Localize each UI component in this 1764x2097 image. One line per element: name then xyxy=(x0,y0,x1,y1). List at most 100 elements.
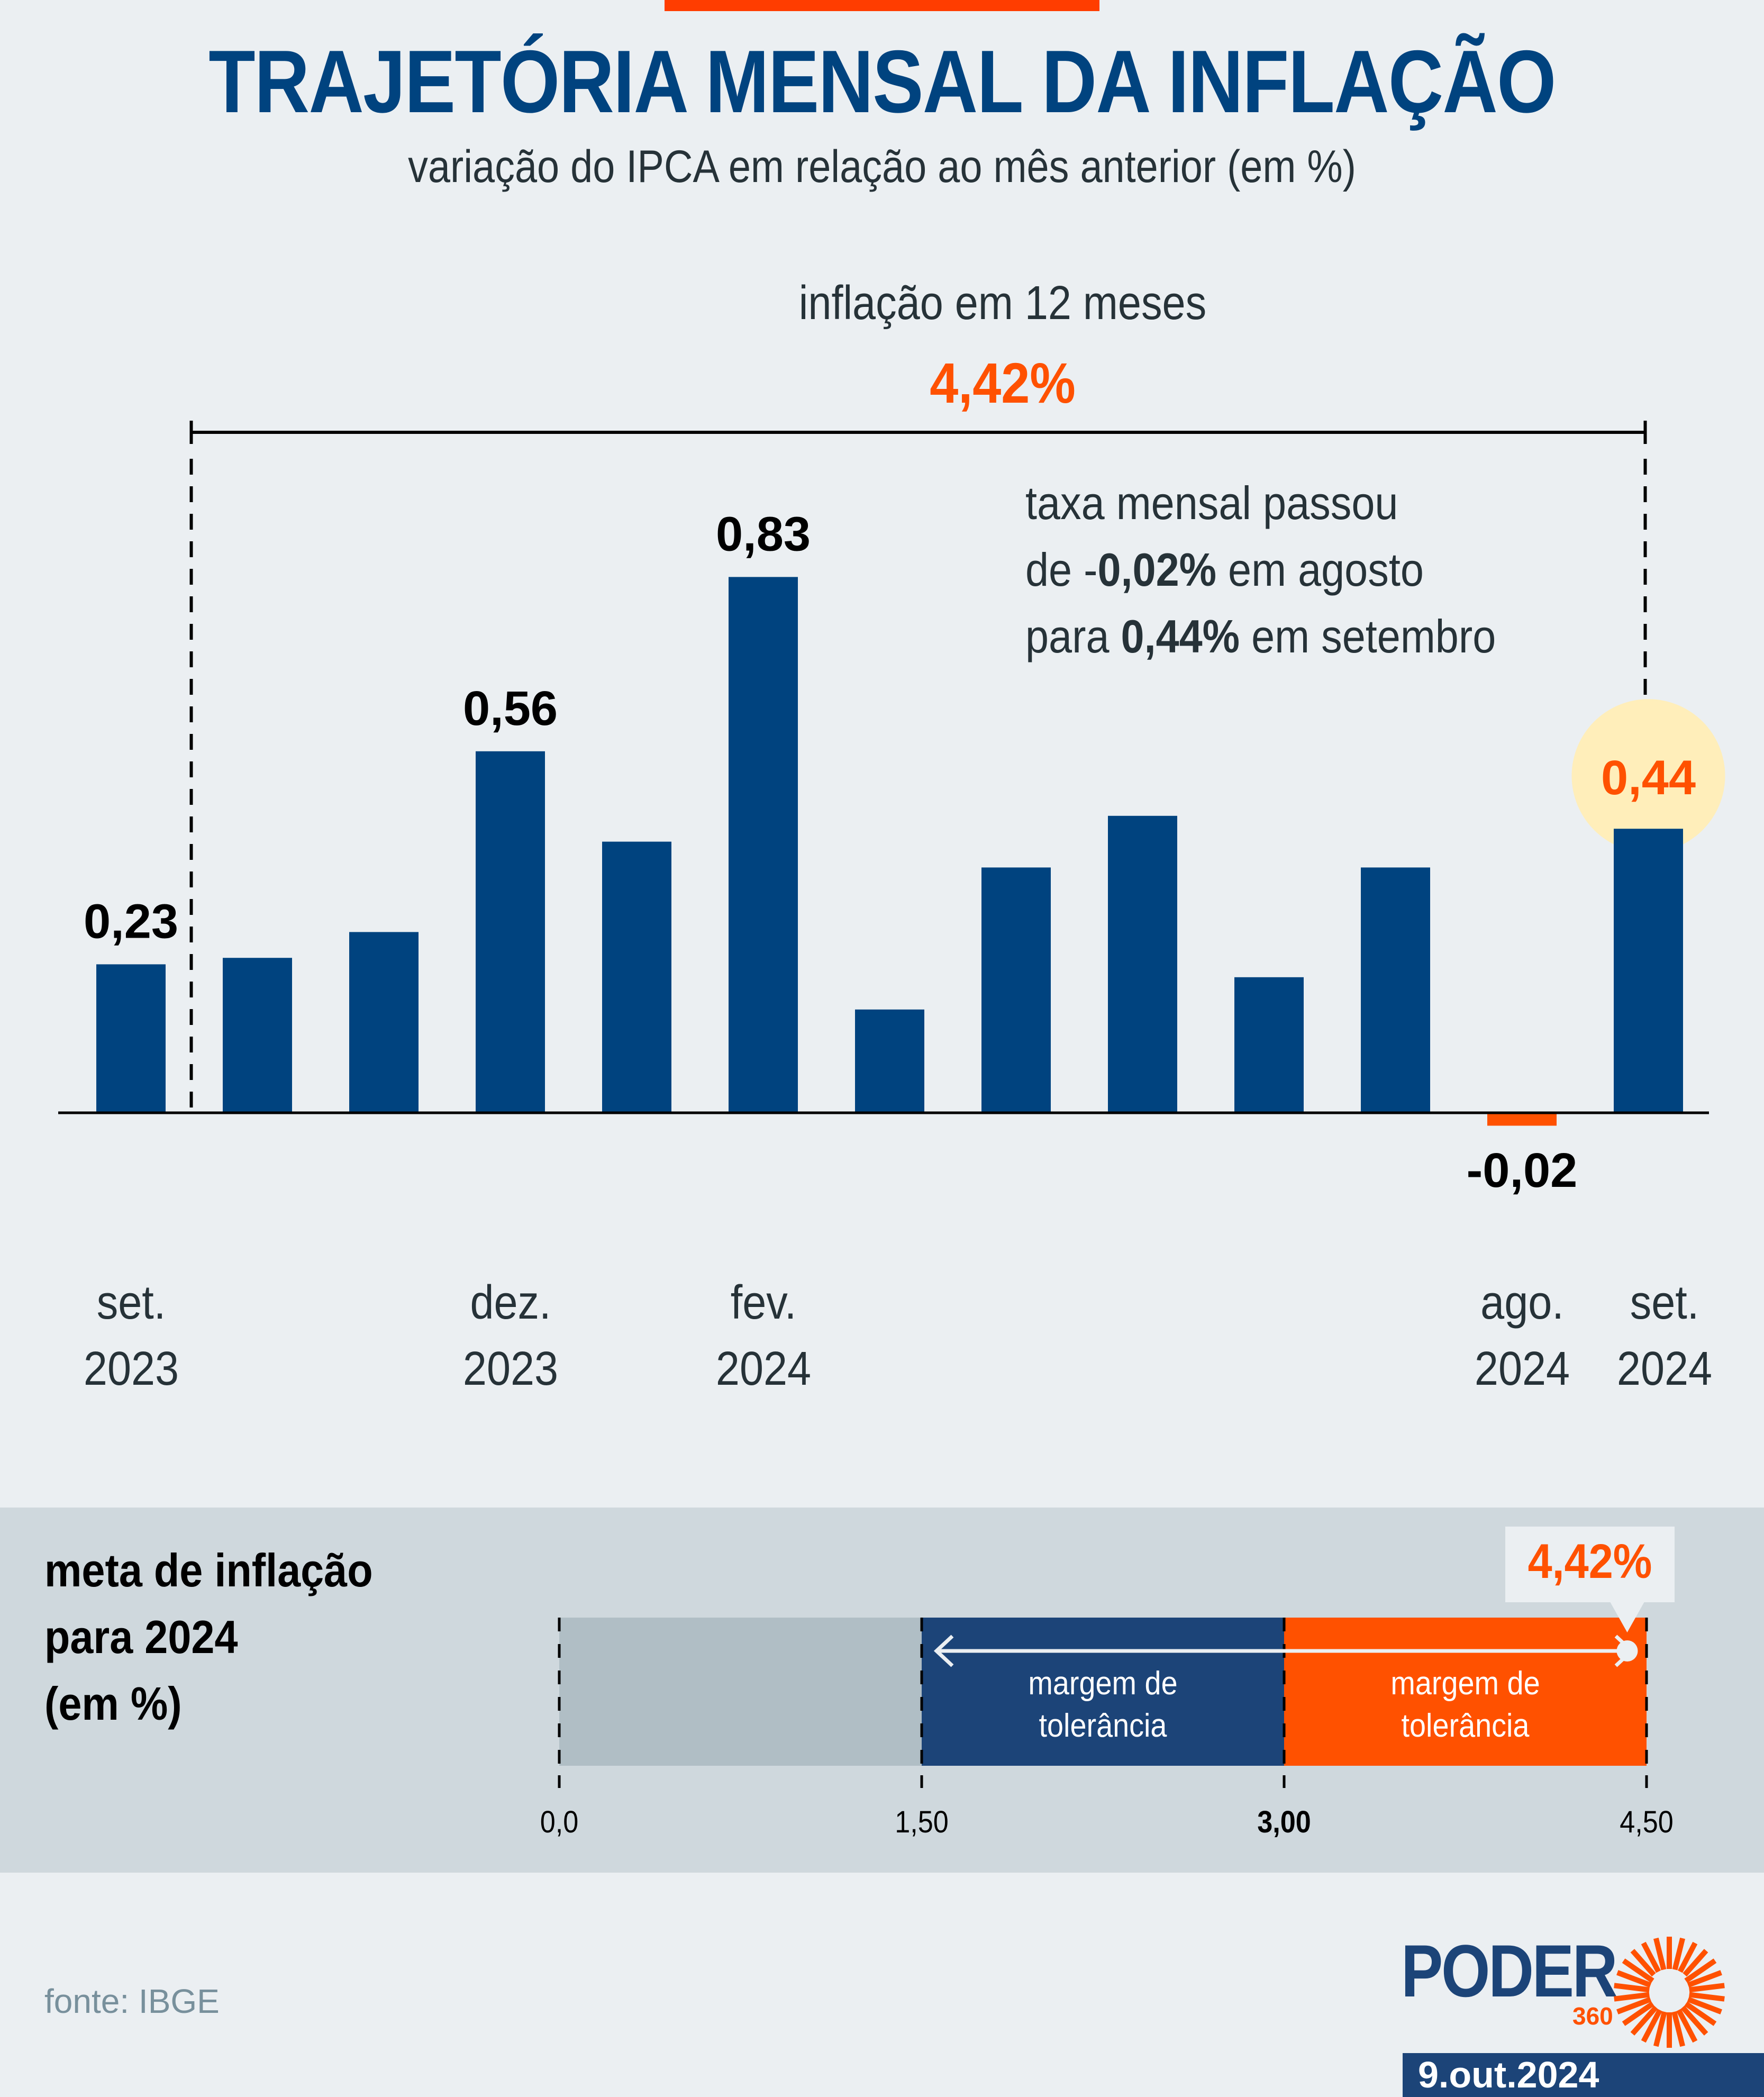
logo-ray xyxy=(1687,1970,1722,1988)
note-text: para xyxy=(1025,610,1121,662)
logo-ray xyxy=(1672,1937,1685,1971)
bar-1 xyxy=(223,958,292,1113)
logo-360: 360 xyxy=(1572,2002,1613,2030)
target-title-line: para 2024 xyxy=(44,1611,238,1663)
segment-label-line: margem de xyxy=(1390,1665,1540,1702)
target-title-line: (em %) xyxy=(44,1677,182,1730)
target-tick-label: 4,50 xyxy=(1620,1805,1674,1839)
data-label-0: 0,23 xyxy=(84,894,178,948)
current-value-label: 4,42% xyxy=(1527,1535,1652,1588)
note-line-2: de -0,02% em agosto xyxy=(1025,537,1496,603)
bar-chart: 0,23 0,56 0,83 -0,02 0,44 xyxy=(58,421,1725,1197)
highlight-circle xyxy=(1571,699,1725,853)
segment-label-line: tolerância xyxy=(1401,1708,1530,1744)
logo-ray xyxy=(1653,1937,1667,1971)
bar-7 xyxy=(981,867,1051,1113)
callout-pointer xyxy=(1610,1602,1644,1632)
date-label: 9.out.2024 xyxy=(1418,2054,1599,2095)
chart-subtitle: variação do IPCA em relação ao mês anter… xyxy=(408,141,1356,192)
bar-2 xyxy=(349,932,419,1113)
source-label: fonte: IBGE xyxy=(44,1982,220,2020)
data-label-12: 0,44 xyxy=(1601,751,1696,805)
note-value-september: 0,44% xyxy=(1121,610,1240,662)
current-value-callout xyxy=(1505,1527,1675,1602)
x-tick-label: ago. 2024 xyxy=(1451,1270,1594,1402)
arrow-left-head-icon xyxy=(933,1635,954,1667)
bar-5 xyxy=(729,577,798,1113)
x-tick-label: fev. 2024 xyxy=(692,1270,835,1402)
logo-ray xyxy=(1641,1941,1661,1973)
logo-ray xyxy=(1622,2001,1654,2026)
x-tick-month: set. xyxy=(1630,1276,1699,1329)
chart-note: taxa mensal passou de -0,02% em agosto p… xyxy=(1025,470,1496,670)
logo-ray xyxy=(1641,2009,1662,2043)
logo-ray xyxy=(1616,1996,1652,2014)
logo-ray xyxy=(1684,1958,1717,1983)
logo-ray xyxy=(1616,1970,1652,1988)
logo-ray xyxy=(1630,1949,1656,1977)
target-segment-1 xyxy=(922,1618,1284,1766)
logo-ray xyxy=(1676,2009,1698,2043)
logo-ray xyxy=(1684,2001,1717,2026)
x-tick-month: dez. xyxy=(469,1276,551,1329)
target-title-line: meta de inflação xyxy=(44,1544,373,1596)
note-line-3: para 0,44% em setembro xyxy=(1025,603,1496,670)
bar-8 xyxy=(1108,815,1177,1113)
logo-ray xyxy=(1671,2011,1685,2047)
logo-ray xyxy=(1689,1983,1725,1993)
target-tick-label: 3,00 xyxy=(1257,1805,1311,1839)
top-accent-bar xyxy=(665,0,1099,11)
bar-3 xyxy=(476,751,545,1113)
segment-label-line: tolerância xyxy=(1039,1708,1167,1744)
accumulated-label: inflação em 12 meses xyxy=(798,277,1207,330)
x-tick-label: dez. 2023 xyxy=(439,1270,582,1402)
x-tick-year: 2024 xyxy=(715,1342,811,1395)
chart-title: TRAJETÓRIA MENSAL DA INFLAÇÃO xyxy=(208,32,1556,131)
logo-ray xyxy=(1614,1992,1650,2002)
x-tick-year: 2023 xyxy=(83,1342,179,1395)
data-label-11: -0,02 xyxy=(1467,1143,1578,1197)
logo-ray xyxy=(1680,2005,1708,2036)
target-segment-2 xyxy=(1284,1618,1647,1766)
bar-12 xyxy=(1614,829,1683,1113)
data-label-5: 0,83 xyxy=(716,507,811,561)
x-tick-year: 2023 xyxy=(462,1342,558,1395)
logo-wordmark: PODER xyxy=(1401,1929,1618,2012)
logo-ray xyxy=(1689,1992,1725,2002)
note-text: em setembro xyxy=(1240,610,1496,662)
x-tick-year: 2024 xyxy=(1616,1342,1712,1395)
logo-ray xyxy=(1653,2011,1667,2047)
x-tick-label: set. 2024 xyxy=(1593,1270,1736,1402)
segment-label-1: margem de tolerância xyxy=(940,1663,1266,1747)
data-label-3: 0,56 xyxy=(463,682,558,736)
accumulated-value: 4,42% xyxy=(930,351,1076,415)
bar-11 xyxy=(1487,1113,1557,1126)
logo-ray xyxy=(1687,1996,1722,2014)
x-tick-month: set. xyxy=(96,1276,166,1329)
date-badge xyxy=(1403,2053,1764,2097)
logo-ray xyxy=(1683,1949,1708,1977)
current-value-marker xyxy=(1616,1640,1638,1662)
x-tick-label: set. 2023 xyxy=(60,1270,203,1402)
target-segment-0 xyxy=(559,1618,922,1766)
logo-ray xyxy=(1622,1958,1654,1983)
bar-10 xyxy=(1361,867,1430,1113)
bar-0 xyxy=(96,964,166,1113)
bar-4 xyxy=(602,841,671,1113)
bar-6 xyxy=(855,1009,924,1113)
target-title: meta de inflação para 2024 (em %) xyxy=(44,1537,373,1737)
target-tick-label: 0,0 xyxy=(540,1805,579,1839)
note-line-1: taxa mensal passou xyxy=(1025,477,1398,529)
logo-ray xyxy=(1614,1983,1650,1993)
x-tick-year: 2024 xyxy=(1474,1342,1570,1395)
logo-ray xyxy=(1630,2005,1658,2036)
segment-label-2: margem de tolerância xyxy=(1302,1663,1629,1747)
x-tick-month: ago. xyxy=(1480,1276,1564,1329)
segment-label-line: margem de xyxy=(1028,1665,1178,1702)
bar-9 xyxy=(1234,977,1304,1113)
note-text: em agosto xyxy=(1216,543,1424,596)
note-value-august: 0,02% xyxy=(1097,543,1217,596)
logo-sun-icon xyxy=(1614,1937,1725,2048)
x-tick-month: fev. xyxy=(730,1276,796,1329)
